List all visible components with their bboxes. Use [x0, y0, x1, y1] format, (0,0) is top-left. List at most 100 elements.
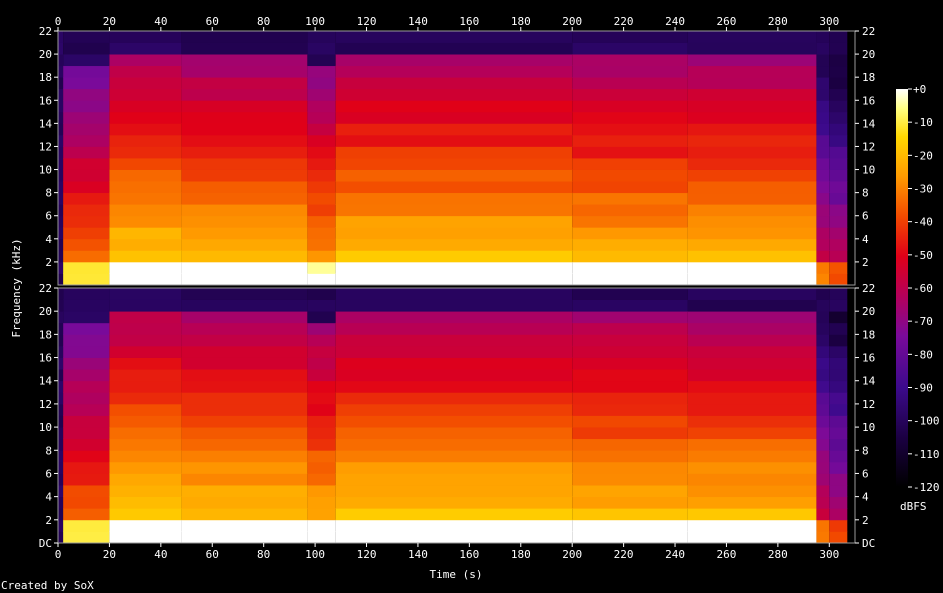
spectrogram-cell [572, 334, 688, 347]
x-tick-label: 180 [511, 15, 531, 28]
spectrogram-cell [816, 273, 830, 286]
spectrogram-cell [109, 100, 182, 113]
spectrogram-cell [307, 438, 336, 451]
spectrogram-cell [181, 273, 308, 286]
spectrogram-cell [687, 299, 817, 312]
spectrogram-cell [181, 415, 308, 428]
spectrogram-cell [181, 392, 308, 405]
spectrogram-cell [687, 392, 817, 405]
spectrogram-cell [109, 531, 182, 544]
spectrogram-cell [109, 192, 182, 205]
spectrogram-cell [335, 334, 573, 347]
spectrogram-cell [816, 169, 830, 182]
spectrogram-cell [829, 461, 848, 474]
spectrogram-cell [181, 380, 308, 393]
spectrogram-segment [181, 288, 308, 544]
spectrogram-cell [109, 42, 182, 55]
spectrogram-cell [687, 288, 817, 300]
spectrogram-cell [687, 322, 817, 335]
spectrogram-cell [109, 250, 182, 263]
spectrogram-cell [63, 288, 110, 300]
spectrogram-cell [58, 204, 64, 217]
spectrogram-cell [181, 345, 308, 358]
spectrogram-cell [572, 31, 688, 43]
spectrogram-cell [829, 250, 848, 263]
spectrogram-cell [63, 427, 110, 440]
spectrogram-cell [109, 311, 182, 324]
spectrogram-cell [335, 508, 573, 521]
spectrogram-cell [58, 215, 64, 228]
spectrogram-cell [58, 54, 64, 67]
spectrogram-cell [687, 169, 817, 182]
spectrogram-cell [58, 288, 64, 300]
spectrogram-cell [572, 438, 688, 451]
spectrogram-cell [109, 485, 182, 498]
plot-frames [57, 30, 856, 544]
spectrogram-cell [687, 204, 817, 217]
spectrogram-cell [816, 65, 830, 78]
spectrogram-cell [109, 238, 182, 251]
spectrogram-cell [687, 311, 817, 324]
spectrogram-cell [816, 88, 830, 101]
spectrogram-cell [335, 65, 573, 78]
spectrogram-cell [829, 181, 848, 194]
spectrogram-cell [335, 380, 573, 393]
colorbar-tick-label: -30 [913, 183, 933, 196]
y-axis-label: Frequency (kHz) [10, 238, 23, 337]
spectrogram-cell [829, 204, 848, 217]
spectrogram-cell [58, 334, 64, 347]
spectrogram-cell [109, 403, 182, 416]
y-tick-label: 2 [862, 256, 869, 269]
spectrogram-cell [109, 227, 182, 240]
spectrogram-cell [829, 54, 848, 67]
spectrogram-cell [181, 204, 308, 217]
spectrogram-cell [572, 227, 688, 240]
spectrogram-cell [181, 519, 308, 532]
spectrogram-cell [816, 192, 830, 205]
spectrogram-cell [335, 403, 573, 416]
spectrogram-segment [687, 31, 817, 286]
spectrogram-cell [335, 42, 573, 55]
spectrogram-cell [181, 42, 308, 55]
spectrogram-cell [109, 345, 182, 358]
spectrogram-cell [63, 461, 110, 474]
spectrogram-cell [572, 461, 688, 474]
colorbar: +0 -10 -20 -30 -40 -50 -60 -70 -80 -90 -100 -110 -12… [896, 83, 940, 513]
spectrogram-cell [335, 450, 573, 463]
y-tick-label: 20 [862, 305, 875, 318]
spectrogram-cell [335, 31, 573, 43]
spectrogram-cell [335, 111, 573, 124]
spectrogram-cell [335, 192, 573, 205]
spectrogram-cell [335, 345, 573, 358]
spectrogram-cell [816, 519, 830, 532]
spectrogram-cell [829, 415, 848, 428]
spectrogram-cell [109, 204, 182, 217]
spectrogram-cell [829, 31, 848, 43]
spectrogram-cell [687, 250, 817, 263]
spectrogram-cell [307, 288, 336, 300]
y-tick-label: 16 [862, 94, 875, 107]
spectrogram-cell [109, 369, 182, 382]
spectrogram-cell [829, 238, 848, 251]
spectrogram-cell [572, 261, 688, 274]
spectrogram-cell [572, 88, 688, 101]
spectrogram-cell [572, 322, 688, 335]
spectrogram-cell [687, 519, 817, 532]
spectrogram-cell [687, 134, 817, 147]
spectrogram-cell [307, 134, 336, 147]
spectrogram-cell [307, 485, 336, 498]
y-tick-label: 12 [862, 398, 875, 411]
y-tick-label: 18 [862, 328, 875, 341]
spectrogram-cell [572, 100, 688, 113]
spectrogram-cell [572, 311, 688, 324]
spectrogram-segment [816, 288, 830, 544]
spectrogram-cell [58, 77, 64, 90]
y-tick-label: 8 [862, 444, 869, 457]
plot-frame [57, 287, 856, 544]
spectrogram-cell [181, 250, 308, 263]
colorbar-tick-label: -70 [913, 315, 933, 328]
x-tick-label: 100 [305, 548, 325, 561]
spectrogram-cell [63, 261, 110, 274]
spectrogram-cell [63, 169, 110, 182]
x-tick-label: 240 [665, 15, 685, 28]
